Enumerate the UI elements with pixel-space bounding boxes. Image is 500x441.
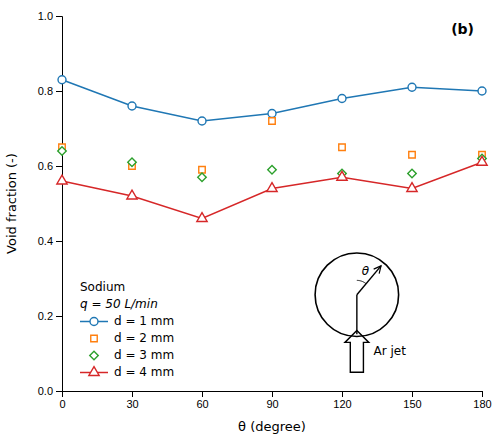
tick-label: 180	[473, 398, 491, 410]
tick: 120	[333, 391, 351, 410]
tick-label: 0.4	[38, 235, 53, 247]
tick-mark	[202, 391, 203, 397]
tick-mark	[56, 316, 62, 317]
legend-item: d = 1 mm	[80, 314, 174, 328]
marker	[337, 171, 347, 180]
inset-arrowhead	[374, 266, 381, 274]
plot: 0 30 60 90 120 150 180 0.0 0.2 0.4 0.6 0.8 1.0 (b) Sod…	[38, 10, 492, 410]
legend-item: d = 3 mm	[90, 348, 174, 362]
marker	[197, 213, 207, 222]
legend-item: d = 2 mm	[91, 331, 174, 345]
marker	[128, 158, 136, 166]
axis-line	[56, 17, 63, 392]
marker	[268, 110, 276, 118]
tick: 0.6	[38, 160, 62, 172]
legend-marker	[91, 335, 97, 341]
marker	[339, 144, 345, 150]
tick-label: 0.8	[38, 85, 53, 97]
marker	[477, 156, 487, 165]
inset-circle	[315, 253, 399, 337]
legend-label: d = 2 mm	[114, 331, 174, 345]
inset-arc	[357, 280, 366, 283]
tick-label: 0.0	[38, 385, 53, 397]
tick-label: 0.2	[38, 310, 53, 322]
inset-theta: θ	[362, 264, 370, 278]
inset-label: Ar jet	[374, 344, 407, 358]
inset: θ Ar jet	[315, 253, 406, 372]
marker	[198, 117, 206, 125]
tick: 30	[126, 391, 138, 410]
tick-label: 30	[126, 398, 138, 410]
tick-mark	[56, 391, 62, 392]
marker	[338, 95, 346, 103]
legend-item: d = 4 mm	[80, 365, 174, 379]
x-axis-title: θ (degree)	[238, 419, 306, 434]
legend-marker	[90, 318, 98, 326]
tick: 0.4	[38, 235, 62, 247]
data-layer	[57, 76, 487, 222]
marker	[198, 173, 206, 181]
tick-mark	[482, 391, 483, 397]
tick-label: 90	[266, 398, 278, 410]
tick-label: 60	[196, 398, 208, 410]
inset-jet-arrow	[345, 330, 369, 372]
marker	[478, 87, 486, 95]
legend-label: d = 4 mm	[114, 365, 174, 379]
panel-label: (b)	[451, 21, 474, 37]
marker	[58, 147, 66, 155]
marker	[127, 190, 137, 199]
tick: 180	[473, 391, 491, 410]
chart: 0 30 60 90 120 150 180 0.0 0.2 0.4 0.6 0.8 1.0 (b) Sod…	[0, 0, 500, 441]
tick-mark	[412, 391, 413, 397]
tick-mark	[56, 166, 62, 167]
legend: Sodium q = 50 L/min d = 1 mm d = 2 mm d = 3 …	[80, 280, 174, 379]
legend-marker	[89, 367, 99, 376]
tick: 0	[59, 391, 65, 410]
tick-label: 0.6	[38, 160, 53, 172]
tick-label: 1.0	[38, 10, 53, 22]
marker	[128, 102, 136, 110]
tick: 1.0	[38, 10, 62, 22]
marker	[269, 118, 275, 124]
y-axis: 0.0 0.2 0.4 0.6 0.8 1.0	[38, 10, 63, 397]
tick-mark	[272, 391, 273, 397]
marker	[58, 76, 66, 84]
tick: 60	[196, 391, 208, 410]
tick-label: 120	[333, 398, 351, 410]
marker	[267, 183, 277, 192]
series-line	[62, 162, 482, 218]
series-line	[62, 80, 482, 121]
tick-label: 150	[403, 398, 421, 410]
tick: 0.0	[38, 385, 62, 397]
marker	[268, 166, 276, 174]
tick-mark	[132, 391, 133, 397]
legend-header: Sodium	[80, 280, 125, 294]
tick-mark	[56, 91, 62, 92]
legend-header: q = 50 L/min	[80, 297, 158, 311]
tick-mark	[56, 16, 62, 17]
marker	[57, 175, 67, 184]
legend-label: d = 3 mm	[114, 348, 174, 362]
tick-label: 0	[59, 398, 65, 410]
tick: 0.2	[38, 310, 62, 322]
tick-mark	[56, 241, 62, 242]
tick: 90	[266, 391, 278, 410]
x-axis: 0 30 60 90 120 150 180	[59, 391, 491, 410]
marker	[407, 183, 417, 192]
marker	[409, 152, 415, 158]
marker	[408, 83, 416, 91]
tick: 150	[403, 391, 421, 410]
marker	[408, 169, 416, 177]
y-axis-title: Void fraction (-)	[4, 153, 19, 254]
inset-line	[356, 295, 357, 335]
axis-line	[63, 392, 483, 398]
tick-mark	[342, 391, 343, 397]
legend-label: d = 1 mm	[114, 314, 174, 328]
tick: 0.8	[38, 85, 62, 97]
legend-marker	[90, 351, 98, 359]
